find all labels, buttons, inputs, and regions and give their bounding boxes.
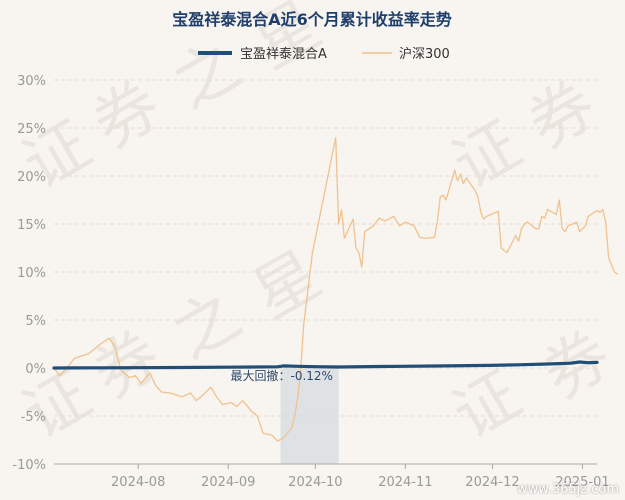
legend-label-fund: 宝盈祥泰混合A [240, 47, 327, 62]
y-tick-label: 5% [25, 314, 46, 329]
y-tick-label: 30% [17, 74, 46, 89]
legend-label-index: 沪深300 [399, 46, 450, 62]
x-tick-label: 2024-08 [111, 475, 165, 490]
max-drawdown-band [280, 368, 339, 464]
watermark-glyph: 之 [161, 278, 253, 374]
chart-legend: 宝盈祥泰混合A 沪深300 [198, 46, 450, 62]
series-lines [52, 136, 618, 442]
x-tick-label: 2024-09 [201, 475, 255, 490]
watermark-glyph: 证 [441, 358, 533, 454]
chart-title: 宝盈祥泰混合A近6个月累计收益率走势 [172, 10, 452, 29]
footer-url: www.365jz.com [517, 482, 619, 497]
y-tick-label: 0% [25, 362, 46, 377]
x-tick-label: 2024-11 [378, 475, 432, 490]
watermark-glyph: 之 [161, 28, 253, 124]
series-line-fund [52, 360, 599, 370]
watermark-glyph: 券 [531, 318, 623, 414]
max-drawdown-region [280, 368, 339, 464]
x-tick-label: 2024-10 [288, 475, 342, 490]
watermark-glyph: 券 [516, 68, 608, 164]
watermark-glyph: 证 [441, 108, 533, 204]
y-tick-label: -10% [12, 458, 46, 473]
max-drawdown-label: 最大回撤：-0.12% [230, 368, 332, 383]
x-tick-label: 2025-01 [555, 475, 609, 490]
series-line-index [53, 136, 618, 442]
y-axis: -10% -5% 0% 5% 10% 15% 20% 25% 30% [12, 74, 46, 473]
y-tick-label: 20% [17, 170, 46, 185]
y-tick-label: 25% [17, 122, 46, 137]
y-tick-label: -5% [21, 410, 46, 425]
x-axis: 2024-08 2024-09 2024-10 2024-11 2024-12 2025-… [54, 463, 610, 490]
watermark-glyph: 券 [81, 68, 173, 164]
watermark-glyph: 星 [241, 238, 333, 334]
y-tick-label: 10% [17, 266, 46, 281]
y-tick-label: 15% [17, 218, 46, 233]
x-tick-label: 2024-12 [465, 475, 519, 490]
watermark-glyph: 券 [81, 318, 173, 414]
